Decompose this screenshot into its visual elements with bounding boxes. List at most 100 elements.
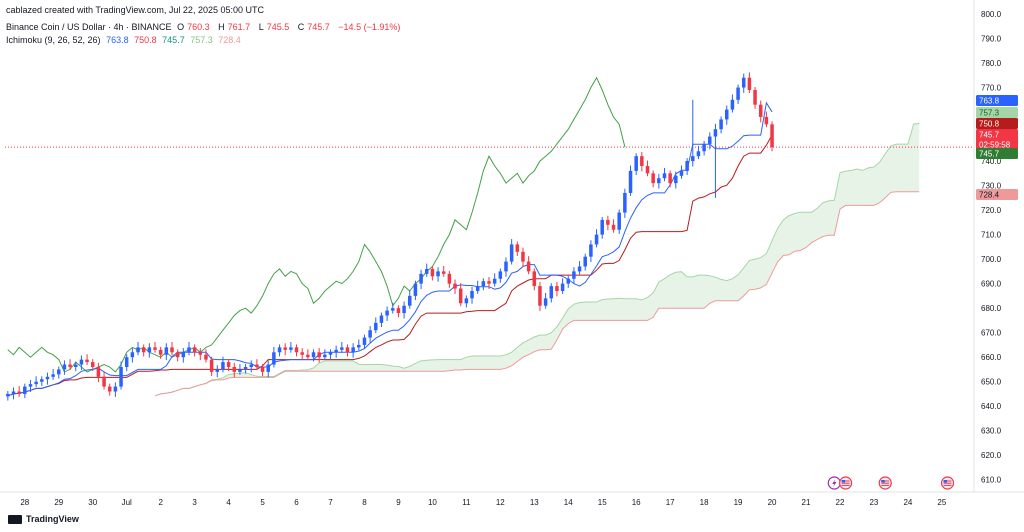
candle-body: [96, 366, 101, 377]
cloud-segment: [783, 215, 789, 256]
candle-body: [685, 161, 689, 171]
cloud-segment: [709, 275, 716, 304]
candle: [623, 188, 627, 218]
cloud-segment: [392, 366, 399, 372]
cloud-segment: [551, 326, 557, 350]
candle: [583, 253, 587, 271]
cloud-segment: [506, 352, 512, 369]
candle-body: [526, 261, 531, 272]
candle: [770, 121, 774, 152]
price-tick-label: 730.0: [981, 182, 1002, 191]
flash-event-icon[interactable]: [827, 476, 841, 490]
candle: [453, 279, 457, 294]
symbol-title[interactable]: Binance Coin / US Dollar · 4h · BINANCE: [6, 22, 172, 32]
indicator-legend[interactable]: Ichimoku (9, 26, 52, 26) 763.8 750.8 745…: [6, 35, 244, 45]
candle: [124, 354, 129, 372]
candle: [272, 346, 276, 368]
candle: [662, 167, 667, 182]
candle-body: [724, 109, 729, 120]
candle-body: [532, 271, 537, 287]
candle: [323, 349, 327, 361]
candle-body: [255, 364, 259, 367]
cloud-segment: [330, 360, 337, 372]
candle-body: [192, 347, 197, 353]
candle-body: [136, 347, 140, 353]
candle-body: [668, 173, 672, 184]
cloud-segment: [675, 271, 682, 309]
candle-body: [85, 359, 89, 363]
cloud-segment: [619, 298, 625, 321]
candle-body: [441, 271, 446, 274]
cloud-segment: [658, 278, 665, 309]
us-flag-event-icon[interactable]: [839, 476, 853, 490]
time-tick-label: 4: [226, 498, 231, 507]
candlestick-series: [6, 72, 774, 401]
candle: [492, 273, 497, 287]
time-tick-label: 30: [88, 498, 97, 507]
candle-body: [175, 352, 180, 358]
candle: [724, 105, 729, 125]
candle-body: [266, 364, 270, 372]
candle-body: [181, 352, 186, 358]
indicator-title[interactable]: Ichimoku (9, 26, 52, 26): [6, 35, 101, 45]
candle: [753, 87, 757, 109]
candle: [170, 341, 174, 356]
candle-body: [141, 347, 146, 353]
price-label-last: 745.702:59:58: [976, 129, 1018, 151]
candle: [249, 360, 254, 373]
candle-body: [475, 286, 480, 291]
candle-body: [560, 283, 565, 291]
candle: [79, 355, 84, 370]
cloud-segment: [590, 302, 597, 321]
candle-body: [419, 273, 423, 284]
us-flag-event-icon[interactable]: [940, 476, 955, 490]
symbol-legend[interactable]: Binance Coin / US Dollar · 4h · BINANCE …: [6, 22, 403, 32]
price-tick-label: 680.0: [981, 304, 1002, 313]
cloud-segment: [670, 272, 676, 309]
candle: [515, 241, 520, 256]
candle: [566, 275, 571, 288]
candle: [362, 334, 367, 350]
candle: [215, 365, 220, 378]
candle: [691, 99, 695, 167]
candle-body: [770, 124, 774, 148]
candle: [475, 280, 480, 294]
candle: [57, 366, 61, 379]
candle: [232, 362, 237, 378]
candle-body: [45, 376, 50, 380]
price-tick-label: 670.0: [981, 329, 1002, 338]
candle-body: [40, 379, 44, 382]
candle-body: [243, 366, 248, 370]
candle-body: [509, 244, 514, 262]
cloud-segment: [862, 167, 869, 206]
candle: [62, 360, 67, 375]
time-tick-label: 28: [20, 498, 29, 507]
cloud-segment: [794, 212, 801, 252]
candle-body: [204, 354, 208, 360]
cloud-segment: [415, 360, 422, 372]
price-tick-label: 740.0: [981, 157, 1002, 166]
price-label-text: 745.7: [979, 131, 1000, 140]
cloud-segment: [341, 360, 348, 372]
candle-body: [623, 192, 627, 213]
us-flag-event-icon[interactable]: [878, 476, 892, 490]
candle: [402, 301, 406, 319]
cloud-segment: [523, 340, 529, 358]
candle: [85, 354, 89, 366]
cloud-segment: [851, 169, 857, 206]
candle-body: [708, 136, 712, 144]
cloud-segment: [568, 304, 574, 324]
candle-body: [719, 119, 723, 130]
candle-body: [741, 77, 746, 88]
candle: [34, 376, 38, 388]
price-label-lagging: 745.7: [976, 148, 1018, 159]
candle: [136, 341, 140, 356]
cloud-segment: [239, 372, 246, 378]
price-tick-label: 710.0: [981, 231, 1002, 240]
candle: [277, 344, 282, 357]
price-tick-label: 610.0: [981, 476, 1002, 485]
time-tick-label: 13: [530, 498, 539, 507]
ohlc-low: L 745.5: [258, 22, 290, 32]
candle: [747, 72, 752, 93]
